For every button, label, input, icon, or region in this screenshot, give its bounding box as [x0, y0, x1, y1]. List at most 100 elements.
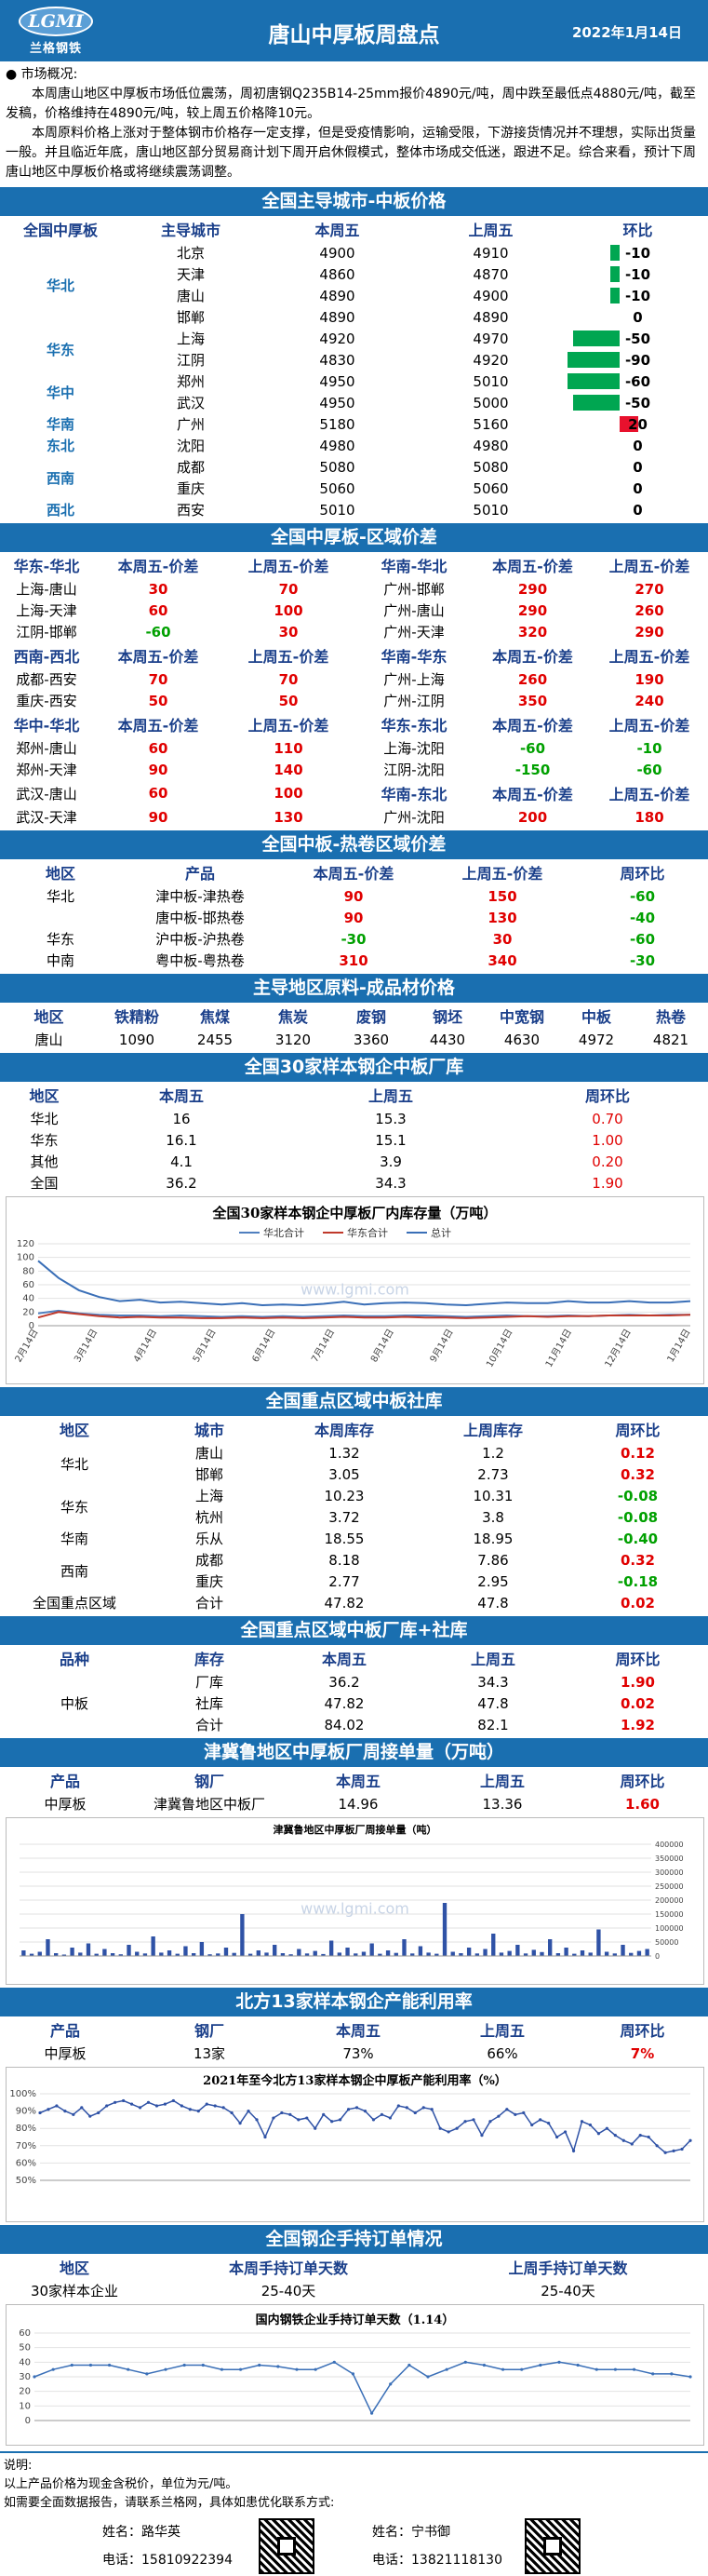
table-row: 天津 4860 4870 -10: [0, 263, 708, 285]
y-tick-label: 30: [19, 2372, 31, 2382]
change-bar: [568, 352, 620, 368]
data-point: [146, 2100, 151, 2104]
x-tick-label: 10月14日: [484, 1328, 514, 1369]
table-row: 西南 成都 5080 5080 0: [0, 456, 708, 487]
bar: [636, 1950, 642, 1956]
data-point: [221, 2106, 225, 2110]
data-point: [426, 2375, 430, 2379]
table-row: 重庆-西安 50 50 广州-江阴 350 240: [0, 690, 708, 711]
total-inventory-table: 品种 库存 本周五 上周五 周环比 中板 厂库 36.2 34.3 1.90 社库 47.82 47.…: [0, 1645, 708, 1735]
region-label: 唐山: [34, 1032, 63, 1048]
table-row: 成都-西安 70 70 广州-上海 260 190: [0, 668, 708, 690]
data-point: [557, 2360, 561, 2364]
data-point: [501, 2367, 505, 2371]
contact-1-tel-label: 电话：: [102, 2553, 141, 2568]
column-header: 地区: [45, 865, 75, 883]
table-row: 全国 36.2 34.3 1.90: [0, 1172, 708, 1194]
data-point: [196, 2110, 200, 2113]
stock-change: -0.18: [617, 1572, 659, 1590]
change-value: -90: [624, 351, 651, 369]
data-point: [258, 2363, 261, 2367]
change-cell: -90: [568, 349, 708, 371]
data-point: [114, 2100, 117, 2104]
spread-value: 290: [635, 623, 664, 641]
bar: [321, 1953, 326, 1956]
data-point: [389, 2382, 393, 2386]
data-point: [405, 2106, 408, 2110]
bar: [564, 1948, 568, 1956]
data-point: [505, 2108, 509, 2111]
bar: [29, 1953, 34, 1956]
table-row: 邯郸 3.05 2.73 0.32: [0, 1463, 708, 1485]
column-header: 库存: [194, 1651, 224, 1668]
pair-label: 武汉-唐山: [16, 785, 77, 802]
spread-value: 100: [274, 601, 303, 619]
column-header: 地区: [33, 1008, 64, 1026]
bar: [378, 1953, 382, 1956]
data-point: [171, 2098, 175, 2103]
data-point: [51, 2367, 55, 2371]
city-name: 杭州: [194, 1509, 223, 1526]
y-tick-label: 60: [19, 2328, 31, 2339]
price-this-week: 4860: [319, 265, 355, 283]
bar: [159, 1952, 164, 1956]
contact-1-name-label: 姓名：: [102, 2525, 141, 2540]
column-header: 上周五-价差: [247, 648, 329, 666]
table-row: 华北 津中板-津热卷 90 150 -60: [0, 885, 708, 907]
bar: [86, 1943, 91, 1956]
data-point: [688, 2375, 692, 2379]
change-cell: -50: [568, 328, 708, 349]
y-tick-label: 40: [19, 2357, 31, 2367]
region-label: 华东: [46, 341, 74, 358]
data-point: [588, 2123, 593, 2127]
change-bar: [619, 416, 638, 432]
table-row: 华东 16.1 15.1 1.00: [0, 1129, 708, 1151]
table-row: 重庆 2.77 2.95 -0.18: [0, 1571, 708, 1592]
data-point: [314, 2367, 317, 2371]
stock-last-week: 3.8: [482, 1508, 504, 1526]
section-title-order-days: 全国钢企手持订单情况: [0, 2225, 708, 2254]
data-point: [263, 2135, 267, 2139]
change-value: 0: [633, 501, 643, 519]
header-bar: LGMI 兰格钢铁 唐山中厚板周盘点 2022年1月14日: [0, 0, 708, 61]
bar: [223, 1948, 229, 1956]
pair-label: 郑州-唐山: [16, 740, 77, 757]
order-days-chart: 国内钢铁企业手持订单天数（1.14） 0 10 20 30 40 50 60: [6, 2304, 704, 2446]
column-header: 主导城市: [160, 222, 220, 239]
table-row: 中板 厂库 36.2 34.3 1.90: [0, 1671, 708, 1713]
y-tick-label: 40: [22, 1294, 34, 1304]
section-title-capacity: 北方13家样本钢企产能利用率: [0, 1988, 708, 2016]
change-cell: -50: [568, 392, 708, 413]
change-value: -10: [624, 244, 651, 262]
data-point: [330, 2120, 334, 2124]
spread-value: -60: [145, 623, 171, 641]
column-header: 本周五: [335, 2022, 381, 2040]
legend-label: 华北合计: [263, 1226, 304, 1239]
spread-value: 30: [148, 580, 168, 598]
section-title-city-price: 全国主导城市-中板价格: [0, 187, 708, 216]
contact-block: 姓名：路华英 电话：15810922394 姓名：宁书御 电话：13821118…: [0, 2516, 708, 2576]
x-tick-label: 5月14日: [191, 1328, 219, 1365]
inventory-last-week: 15.3: [375, 1110, 407, 1127]
region-label: [0, 907, 121, 928]
bar: [191, 1953, 196, 1956]
bar: [354, 1953, 358, 1956]
data-point: [555, 2135, 559, 2139]
data-point: [122, 2098, 126, 2103]
data-point: [539, 2118, 542, 2122]
region-label: 华南: [60, 1531, 88, 1547]
data-point: [145, 2372, 149, 2376]
change-cell: 0: [568, 306, 708, 328]
capacity-chart: 2021年至今北方13家样本钢企中厚板产能利用率（%） 50% 60% 70% 80% 9…: [6, 2067, 704, 2222]
section-title-plate-coil-spread: 全国中板-热卷区域价差: [0, 830, 708, 859]
table-row: 杭州 3.72 3.8 -0.08: [0, 1506, 708, 1528]
stock-last-week: 7.86: [477, 1551, 509, 1569]
column-header: 华中-华北: [13, 717, 80, 735]
stock-this-week: 3.72: [328, 1508, 360, 1526]
inventory-last-week: 3.9: [380, 1153, 402, 1170]
bar: [297, 1949, 301, 1956]
change-bar: [572, 395, 620, 411]
column-header: 热卷: [655, 1008, 686, 1026]
spread-change: -30: [629, 951, 656, 969]
x-tick-label: 2月14日: [13, 1328, 41, 1365]
